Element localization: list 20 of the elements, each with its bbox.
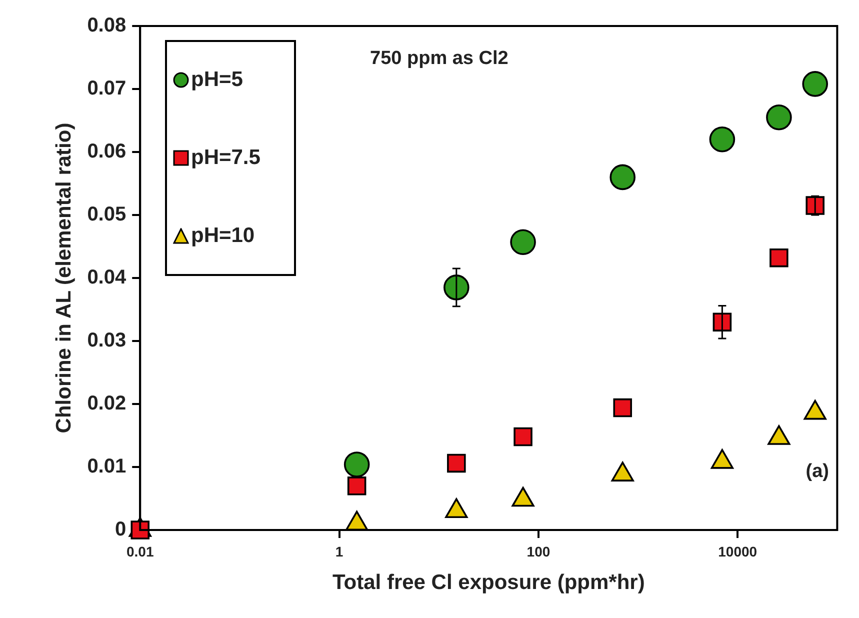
y-tick-label: 0.06 (87, 140, 126, 163)
y-tick-label: 0.04 (87, 266, 127, 289)
y-tick-label: 0 (115, 518, 126, 541)
x-tick-label: 100 (526, 543, 550, 560)
y-tick-label: 0.01 (87, 456, 126, 478)
x-tick-label: 10000 (718, 543, 758, 560)
annotation: (a) (806, 461, 829, 483)
x-axis-title: Total free Cl exposure (ppm*hr) (332, 571, 645, 594)
y-tick-label: 0.05 (87, 204, 126, 226)
y-tick-label: 0.02 (87, 392, 126, 415)
y-axis-title: Chlorine in AL (elemental ratio) (52, 122, 76, 434)
legend-label: pH=10 (191, 224, 255, 248)
x-tick-label: 0.01 (126, 543, 154, 560)
x-tick-label: 1 (335, 543, 344, 560)
y-tick-label: 0.03 (87, 330, 126, 352)
y-tick-label: 0.08 (87, 14, 126, 37)
y-tick-label: 0.07 (87, 78, 126, 100)
legend-label: pH=5 (191, 68, 243, 92)
annotation: 750 ppm as Cl2 (370, 48, 508, 70)
legend-label: pH=7.5 (191, 146, 260, 170)
